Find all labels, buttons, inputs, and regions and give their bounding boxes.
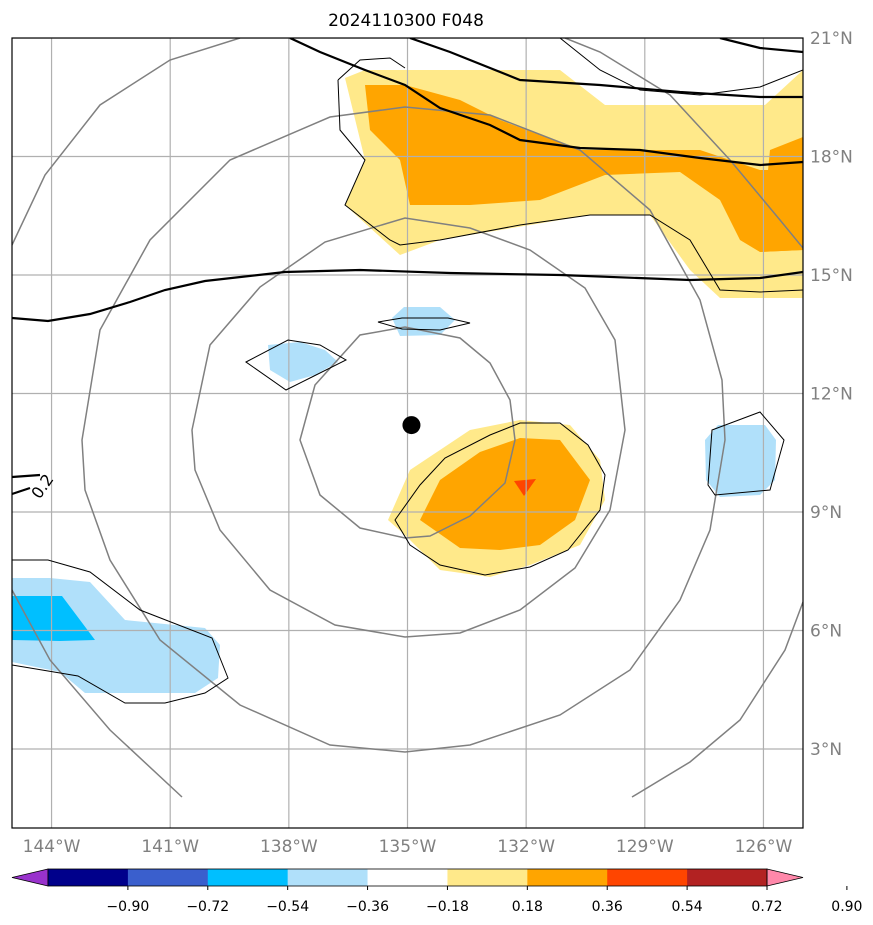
range-rings xyxy=(12,38,803,798)
lat-tick-label: 3°N xyxy=(810,740,842,760)
colorbar-tick-label: −0.90 xyxy=(106,899,149,915)
colorbar-tick-label: 0.90 xyxy=(831,899,862,915)
lat-tick-label: 15°N xyxy=(810,266,853,286)
colorbar-tick-label: −0.54 xyxy=(266,899,309,915)
positive-anomaly-north xyxy=(345,70,803,298)
storm-center-marker xyxy=(402,416,421,435)
colorbar-tick-label: 0.72 xyxy=(751,899,782,915)
lat-tick-label: 18°N xyxy=(810,148,853,168)
lat-tick-label: 12°N xyxy=(810,385,853,405)
lon-tick-label: 129°W xyxy=(616,837,674,857)
lon-tick-label: 135°W xyxy=(379,837,437,857)
map-title: 2024110300 F048 xyxy=(328,11,484,31)
lon-tick-label: 144°W xyxy=(23,837,81,857)
colorbar-tick-label: −0.72 xyxy=(186,899,229,915)
colorbar-tick-label: −0.18 xyxy=(426,899,469,915)
colorbar-segment xyxy=(687,869,768,886)
colorbar-segment xyxy=(367,869,448,886)
lon-tick-labels: 144°W 141°W 138°W 135°W 132°W 129°W 126°W xyxy=(23,837,793,857)
thick-contours xyxy=(12,38,803,496)
colorbar-tick-label: 0.18 xyxy=(512,899,543,915)
plot-frame xyxy=(11,37,804,829)
colorbar-tick-label: −0.36 xyxy=(346,899,389,915)
colorbar-segment xyxy=(127,869,209,886)
lat-tick-label: 9°N xyxy=(810,503,842,523)
colorbar-labels: −0.90 −0.72 −0.54 −0.36 −0.18 0.18 0.36 0.54 0.7… xyxy=(106,899,862,915)
lat-tick-label: 6°N xyxy=(810,622,842,642)
lon-tick-label: 126°W xyxy=(735,837,793,857)
colorbar-extend-high xyxy=(766,868,804,887)
colorbar-segment xyxy=(207,869,289,886)
colorbar-segment xyxy=(287,869,369,886)
colorbar-extend-low xyxy=(11,868,49,887)
colorbar-segment xyxy=(607,869,688,886)
colorbar-segment xyxy=(48,869,129,886)
colorbar-segment xyxy=(447,869,528,886)
colorbar-tick-label: 0.36 xyxy=(592,899,623,915)
colorbar-tick-label: 0.54 xyxy=(672,899,703,915)
lon-tick-label: 138°W xyxy=(260,837,318,857)
colorbar xyxy=(11,868,848,890)
lat-lon-grid xyxy=(12,38,803,828)
negative-anomaly-regions xyxy=(12,307,776,693)
positive-anomaly-center xyxy=(388,420,605,577)
lat-tick-label: 21°N xyxy=(810,29,853,49)
lon-tick-label: 141°W xyxy=(141,837,199,857)
colorbar-segment xyxy=(527,869,608,886)
thin-contours xyxy=(12,38,803,704)
lon-tick-label: 132°W xyxy=(497,837,555,857)
lat-tick-labels: 3°N 6°N 9°N 12°N 15°N 18°N 21°N xyxy=(810,29,853,760)
colorbar-frame xyxy=(47,868,768,887)
